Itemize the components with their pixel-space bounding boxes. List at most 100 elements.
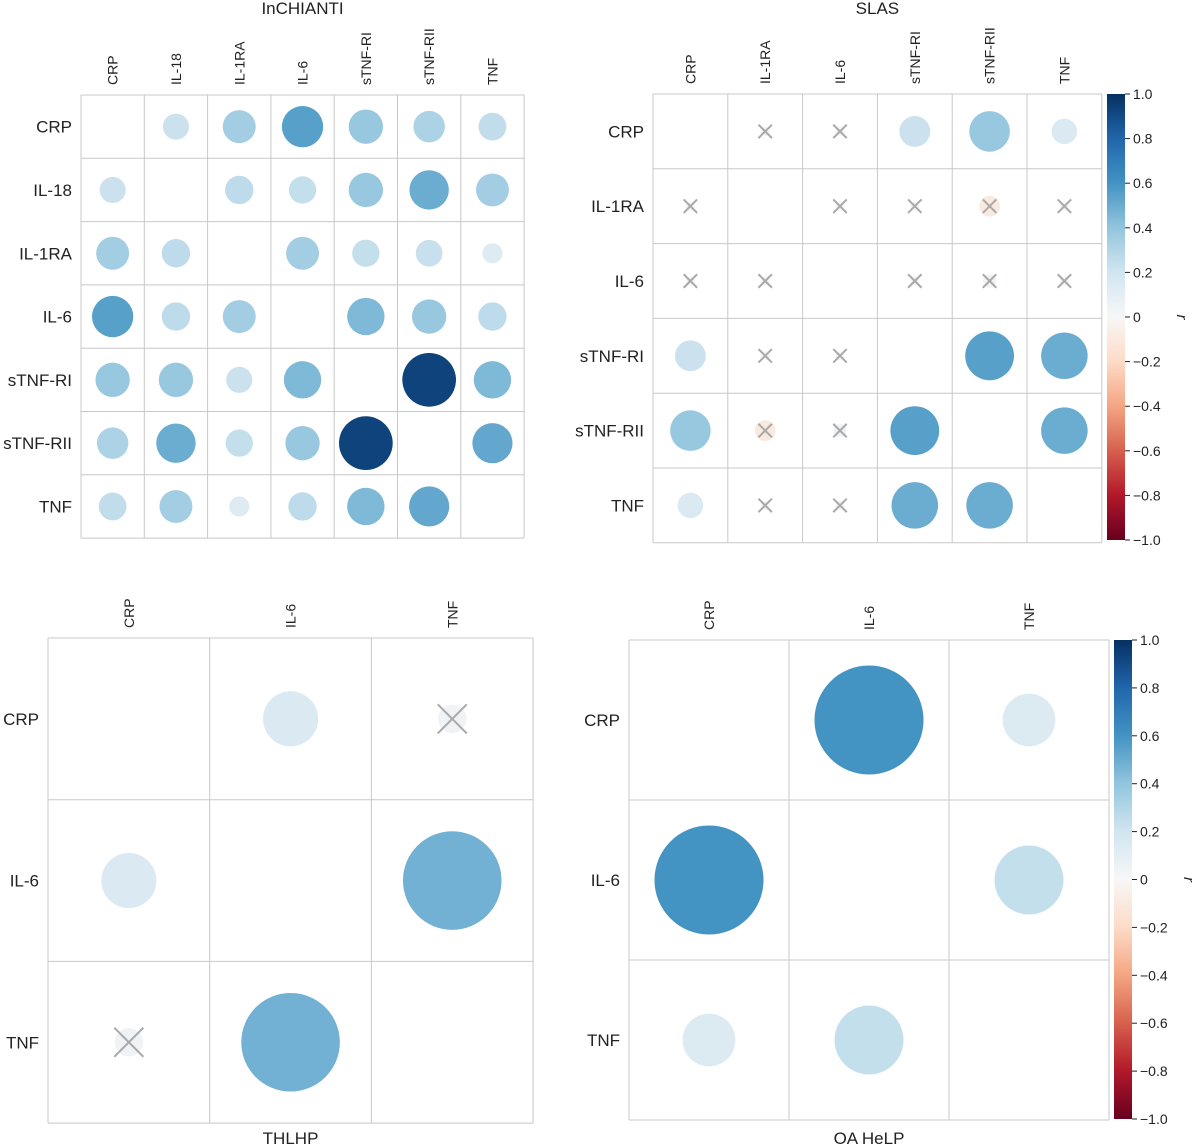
colorbar-gradient xyxy=(1107,94,1125,540)
column-label: TNF xyxy=(444,601,460,628)
column-label: CRP xyxy=(682,54,698,84)
row-label: TNF xyxy=(587,1031,620,1050)
panel-title: OA HeLP xyxy=(834,1129,905,1148)
correlation-circle xyxy=(225,429,253,457)
nonsignificant-cross-icon xyxy=(832,123,848,139)
correlation-circle xyxy=(402,831,502,930)
column-label: IL-6 xyxy=(295,61,311,85)
correlation-circle xyxy=(95,362,130,398)
row-label: TNF xyxy=(39,497,72,516)
correlation-circle xyxy=(222,300,256,334)
nonsignificant-cross-icon xyxy=(982,273,998,289)
panel-thlhp: THLHP CRP IL-6 TNF CRP IL-6 TNF xyxy=(3,598,534,1148)
row-label: IL-1RA xyxy=(591,197,645,216)
row-label: CRP xyxy=(584,711,620,730)
panel-inchianti: InCHIANTI CRP IL-18 IL-1RA IL-6 sTNF-RI sTNF-R… xyxy=(3,0,525,539)
correlation-circle xyxy=(91,295,134,338)
correlation-circle xyxy=(288,176,317,204)
correlation-circle xyxy=(409,170,449,210)
colorbar-tick-label: 0.2 xyxy=(1140,824,1160,840)
correlation-circle xyxy=(670,410,711,451)
colorbar-tick-label: 0.6 xyxy=(1133,175,1153,191)
correlation-circle xyxy=(478,302,507,331)
correlation-circle xyxy=(654,825,764,935)
colorbar-gradient xyxy=(1114,640,1132,1119)
row-label: IL-6 xyxy=(615,272,644,291)
nonsignificant-cross-icon xyxy=(832,497,848,513)
correlation-circle xyxy=(814,665,924,775)
correlation-circle xyxy=(225,175,254,205)
colorbar-tick-label: 0.8 xyxy=(1133,131,1153,147)
colorbar-tick-label: 0.4 xyxy=(1133,220,1153,236)
nonsignificant-cross-icon xyxy=(113,1026,145,1058)
nonsignificant-cross-icon xyxy=(832,348,848,364)
correlation-circle xyxy=(472,423,513,464)
nonsignificant-cross-icon xyxy=(982,198,998,214)
correlation-circle xyxy=(96,427,129,459)
correlation-circle xyxy=(994,845,1064,915)
correlation-circle xyxy=(475,173,509,207)
correlation-circle xyxy=(281,105,324,148)
nonsignificant-cross-icon xyxy=(682,273,698,289)
column-label: IL-1RA xyxy=(231,41,247,85)
correlation-circle xyxy=(241,992,340,1092)
colorbar-tick-label: −1.0 xyxy=(1140,1111,1168,1127)
colorbar-tick-label: −0.8 xyxy=(1140,1063,1168,1079)
row-label: sTNF-RI xyxy=(580,347,644,366)
column-label: sTNF-RI xyxy=(907,31,923,84)
colorbar-tick-label: −0.2 xyxy=(1133,354,1161,370)
row-label: CRP xyxy=(3,710,39,729)
nonsignificant-cross-icon xyxy=(1056,198,1072,214)
nonsignificant-cross-icon xyxy=(757,348,773,364)
nonsignificant-cross-icon xyxy=(757,273,773,289)
correlation-circle xyxy=(478,112,507,141)
correlation-circle xyxy=(99,176,126,204)
colorbar-tick-label: −0.4 xyxy=(1133,398,1161,414)
correlation-circle xyxy=(899,115,931,147)
correlation-circle xyxy=(411,299,447,334)
correlation-circle xyxy=(229,496,250,517)
nonsignificant-cross-icon xyxy=(757,423,773,439)
colorbar-tick-label: −0.6 xyxy=(1140,1015,1168,1031)
colorbar-tick-label: −0.6 xyxy=(1133,443,1161,459)
correlation-circle xyxy=(161,302,191,331)
column-label: CRP xyxy=(121,598,137,628)
row-label: CRP xyxy=(36,118,72,137)
panel-title: SLAS xyxy=(856,0,899,18)
panel-slas: SLAS CRP IL-1RA IL-6 sTNF-RI sTNF-RII TNF CRP IL… xyxy=(575,0,1103,544)
row-label: IL-1RA xyxy=(19,244,73,263)
row-label: CRP xyxy=(608,122,644,141)
nonsignificant-cross-icon xyxy=(436,703,468,735)
correlation-circle xyxy=(966,482,1013,529)
correlation-circle xyxy=(402,352,457,407)
colorbar-tick-label: 1.0 xyxy=(1133,86,1153,102)
correlation-circle xyxy=(262,691,319,747)
column-label: TNF xyxy=(1056,57,1072,84)
correlation-circle xyxy=(226,366,253,393)
correlation-circle xyxy=(158,362,194,398)
correlation-circle xyxy=(891,482,939,529)
correlation-circle xyxy=(222,110,256,144)
colorbar-tick-label: −1.0 xyxy=(1133,532,1161,548)
column-label: sTNF-RII xyxy=(421,28,437,85)
correlation-circle xyxy=(101,852,157,909)
correlation-circle xyxy=(347,297,385,336)
row-label: IL-6 xyxy=(43,308,72,327)
correlation-circle xyxy=(286,236,320,270)
colorbar-top: 1.0 0.8 0.6 0.4 0.2 0 −0.2 −0.4 −0.6 −0.8 −1.0 r xyxy=(1107,86,1190,548)
column-label: IL-1RA xyxy=(757,40,773,84)
colorbar-tick-label: −0.4 xyxy=(1140,967,1168,983)
correlation-circle xyxy=(1002,693,1056,747)
row-label: IL-6 xyxy=(591,871,620,890)
nonsignificant-cross-icon xyxy=(832,423,848,439)
correlation-circle xyxy=(482,243,503,264)
correlation-circle xyxy=(677,492,704,519)
correlation-circle xyxy=(682,1013,736,1067)
column-label: TNF xyxy=(484,58,500,85)
row-label: sTNF-RI xyxy=(8,371,72,390)
correlation-circle xyxy=(347,487,385,526)
row-label: TNF xyxy=(611,496,644,515)
correlation-circle xyxy=(348,109,384,144)
correlation-circle xyxy=(159,489,193,523)
correlation-circle xyxy=(288,492,317,521)
